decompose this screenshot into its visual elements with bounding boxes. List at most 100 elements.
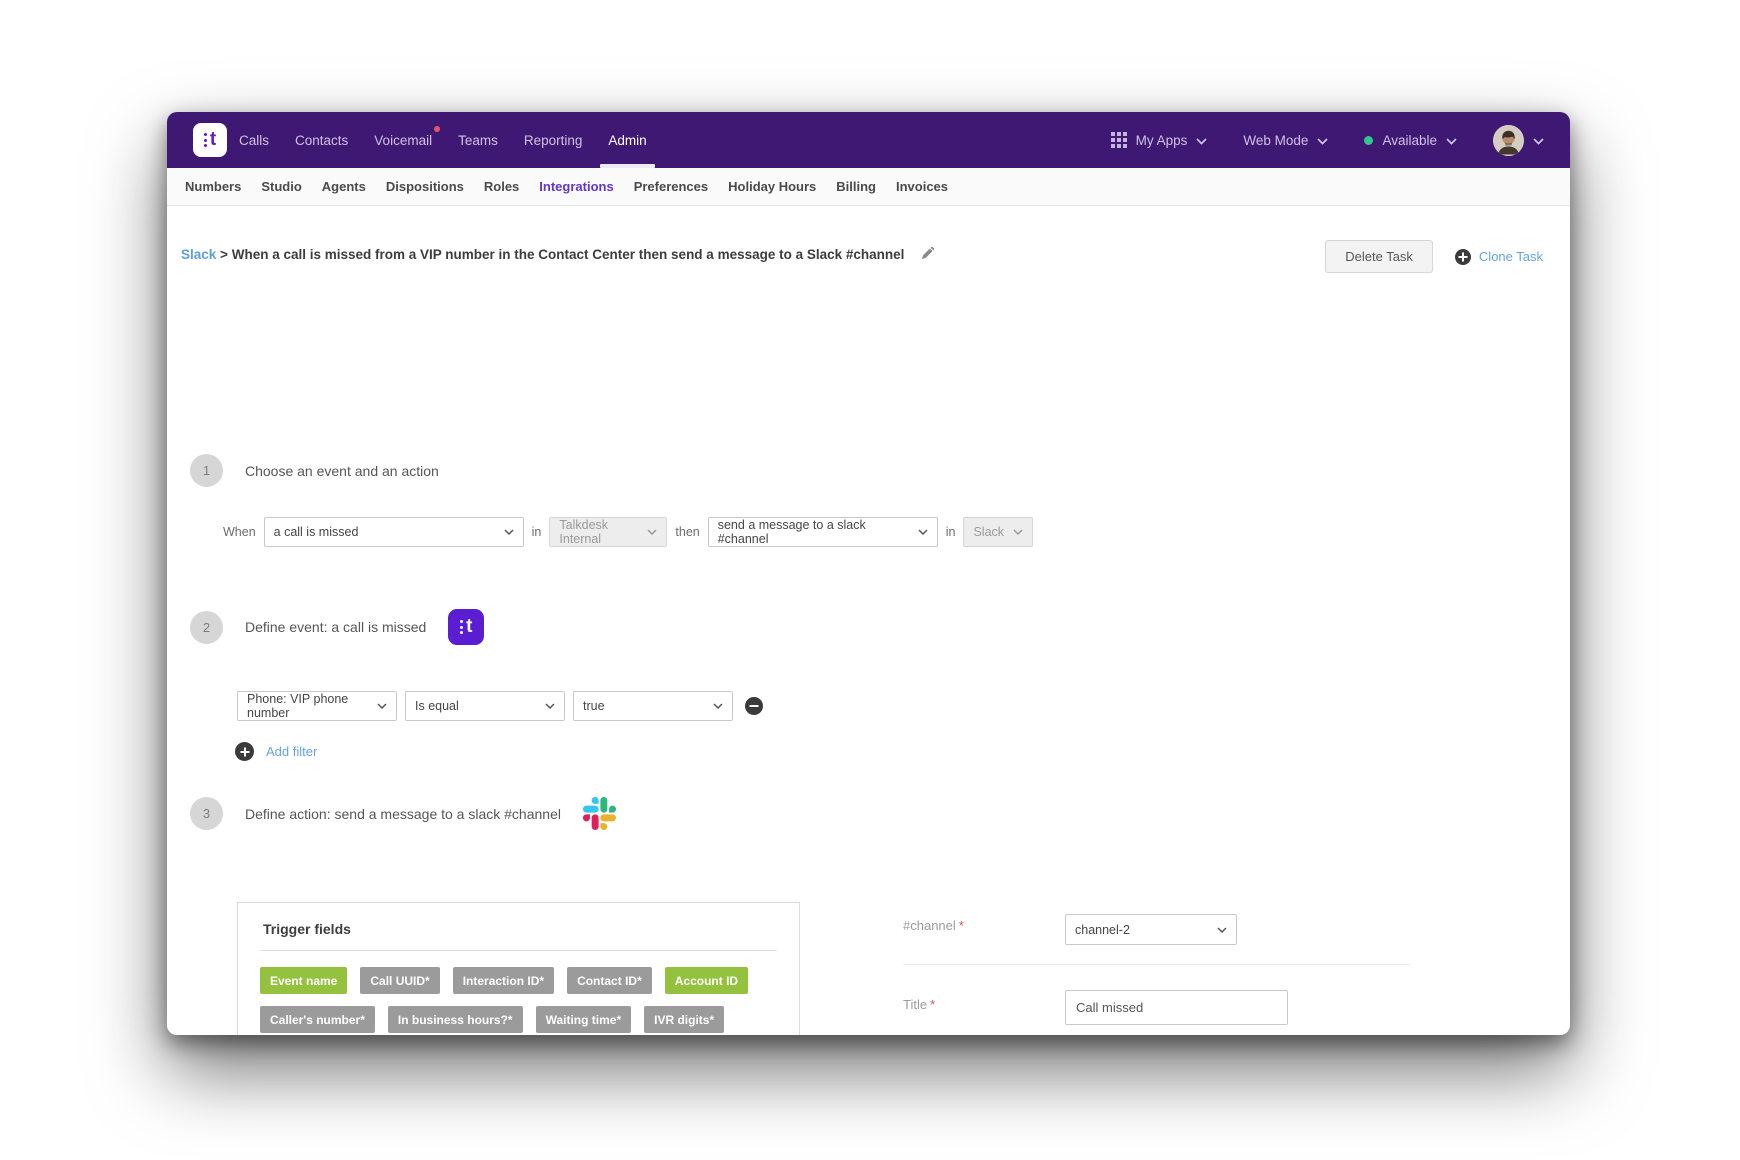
- nav-item-contacts[interactable]: Contacts: [295, 132, 349, 148]
- top-right-cluster: My Apps Web Mode Available: [1110, 112, 1544, 168]
- event-action-row: When a call is missed in Talkdesk Intern…: [223, 517, 1034, 547]
- trigger-tag[interactable]: IVR digits*: [644, 1006, 725, 1033]
- admin-subnav: Numbers Studio Agents Dispositions Roles…: [167, 168, 1570, 206]
- tag-row: Event name Call UUID* Interaction ID* Co…: [260, 967, 777, 994]
- clone-task-label: Clone Task: [1478, 249, 1543, 264]
- event-select[interactable]: a call is missed: [263, 517, 524, 547]
- nav-item-teams[interactable]: Teams: [458, 132, 498, 148]
- talkdesk-logo[interactable]: t: [193, 123, 227, 157]
- user-profile-menu[interactable]: [1493, 124, 1544, 156]
- breadcrumb-link-slack[interactable]: Slack: [181, 247, 217, 262]
- filter-operator-value: Is equal: [415, 699, 459, 713]
- nav-item-voicemail[interactable]: Voicemail: [372, 112, 441, 168]
- talkdesk-logo-letter: t: [209, 128, 217, 150]
- page-title: When a call is missed from a VIP number …: [231, 247, 905, 262]
- main-nav: Calls Contacts Voicemail Teams Reporting…: [237, 112, 655, 168]
- subnav-item-dispositions[interactable]: Dispositions: [385, 179, 464, 194]
- step-2-label: Define event: a call is missed: [245, 619, 427, 635]
- filter-operator-select[interactable]: Is equal: [405, 691, 565, 721]
- trigger-tag[interactable]: Event name: [260, 967, 348, 994]
- web-mode-menu[interactable]: Web Mode: [1243, 132, 1329, 148]
- in-label-1: in: [531, 525, 542, 539]
- trigger-fields-title: Trigger fields: [263, 921, 351, 937]
- required-asterisk: *: [930, 997, 936, 1012]
- breadcrumb-separator: >: [220, 247, 228, 262]
- trigger-tag[interactable]: Interaction ID*: [452, 967, 555, 994]
- my-apps-menu[interactable]: My Apps: [1110, 132, 1208, 148]
- trigger-tag[interactable]: Caller's number*: [260, 1006, 375, 1033]
- filter-field-select[interactable]: Phone: VIP phone number: [237, 691, 397, 721]
- chevron-down-icon: [1013, 529, 1023, 535]
- agent-status-menu[interactable]: Available: [1364, 133, 1457, 148]
- apps-grid-icon: [1110, 132, 1127, 148]
- action-select[interactable]: send a message to a slack #channel: [707, 517, 938, 547]
- tag-row: Caller's number* In business hours?* Wai…: [260, 1006, 777, 1033]
- add-filter-button[interactable]: Add filter: [235, 742, 317, 761]
- clone-task-button[interactable]: Clone Task: [1454, 248, 1543, 265]
- subnav-item-roles[interactable]: Roles: [483, 179, 520, 194]
- event-filter-row: Phone: VIP phone number Is equal true: [237, 691, 763, 721]
- form-divider: [903, 964, 1411, 965]
- subnav-item-billing[interactable]: Billing: [836, 179, 876, 194]
- event-source-value: Talkdesk Internal: [559, 518, 609, 546]
- step-2-number: 2: [190, 610, 223, 644]
- user-avatar: [1493, 124, 1524, 156]
- task-toolbar: Slack > When a call is missed from a VIP…: [181, 240, 1543, 273]
- top-navigation-bar: t Calls Contacts Voicemail Teams Reporti…: [167, 112, 1570, 168]
- chevron-down-icon: [545, 703, 555, 709]
- event-source-select[interactable]: Talkdesk Internal: [549, 517, 668, 547]
- panel-divider: [260, 950, 777, 951]
- subnav-item-invoices[interactable]: Invoices: [895, 179, 949, 194]
- web-mode-label: Web Mode: [1243, 132, 1309, 148]
- subnav-item-holiday-hours[interactable]: Holiday Hours: [728, 179, 817, 194]
- nav-item-calls[interactable]: Calls: [239, 132, 270, 148]
- step-3: 3 Define action: send a message to a sla…: [190, 797, 616, 830]
- delete-task-button[interactable]: Delete Task: [1325, 240, 1433, 273]
- channel-select[interactable]: channel-2: [1065, 914, 1237, 945]
- action-target-select[interactable]: Slack: [963, 517, 1034, 547]
- subnav-item-agents[interactable]: Agents: [321, 179, 366, 194]
- talkdesk-logo-dots: [203, 133, 207, 147]
- title-input[interactable]: [1065, 990, 1288, 1025]
- trigger-tag[interactable]: Waiting time*: [535, 1006, 632, 1033]
- filter-value-value: true: [583, 699, 605, 713]
- then-label: then: [675, 525, 700, 539]
- channel-field-label: #channel *: [903, 918, 964, 933]
- subnav-item-numbers[interactable]: Numbers: [185, 179, 242, 194]
- voicemail-notification-dot: [434, 126, 441, 132]
- action-select-value: send a message to a slack #channel: [717, 518, 866, 546]
- step-1-number: 1: [190, 454, 223, 487]
- app-window: t Calls Contacts Voicemail Teams Reporti…: [167, 112, 1570, 1035]
- chevron-down-icon: [377, 703, 387, 709]
- step-3-label: Define action: send a message to a slack…: [245, 805, 561, 822]
- edit-title-pencil-icon[interactable]: [920, 246, 935, 264]
- filter-value-select[interactable]: true: [573, 691, 733, 721]
- breadcrumb: Slack > When a call is missed from a VIP…: [181, 240, 935, 264]
- trigger-tag[interactable]: Call UUID*: [360, 967, 440, 994]
- chevron-down-icon: [1317, 133, 1329, 148]
- trigger-fields-panel: Trigger fields Event name Call UUID* Int…: [237, 902, 800, 1035]
- filter-field-value: Phone: VIP phone number: [247, 692, 349, 720]
- event-select-value: a call is missed: [273, 525, 359, 539]
- nav-item-reporting[interactable]: Reporting: [523, 132, 583, 148]
- chevron-down-icon: [1196, 133, 1208, 148]
- status-available-dot: [1364, 135, 1374, 145]
- task-editor-content: Slack > When a call is missed from a VIP…: [167, 206, 1570, 1035]
- chevron-down-icon: [647, 529, 657, 535]
- status-label: Available: [1382, 132, 1437, 148]
- chevron-down-icon: [918, 529, 928, 535]
- trigger-tag[interactable]: Contact ID*: [567, 967, 652, 994]
- trigger-tag[interactable]: Account ID: [664, 967, 749, 994]
- nav-item-admin[interactable]: Admin: [600, 112, 655, 168]
- remove-filter-icon[interactable]: [745, 697, 763, 715]
- action-target-value: Slack: [973, 525, 1005, 539]
- step-1: 1 Choose an event and an action: [190, 454, 439, 487]
- trigger-tag[interactable]: In business hours?*: [387, 1006, 523, 1033]
- in-label-2: in: [945, 525, 956, 539]
- when-label: When: [223, 525, 256, 539]
- subnav-item-integrations[interactable]: Integrations: [539, 179, 614, 194]
- subnav-item-studio[interactable]: Studio: [261, 179, 302, 194]
- subnav-item-preferences[interactable]: Preferences: [633, 179, 709, 194]
- chevron-down-icon: [1446, 133, 1457, 148]
